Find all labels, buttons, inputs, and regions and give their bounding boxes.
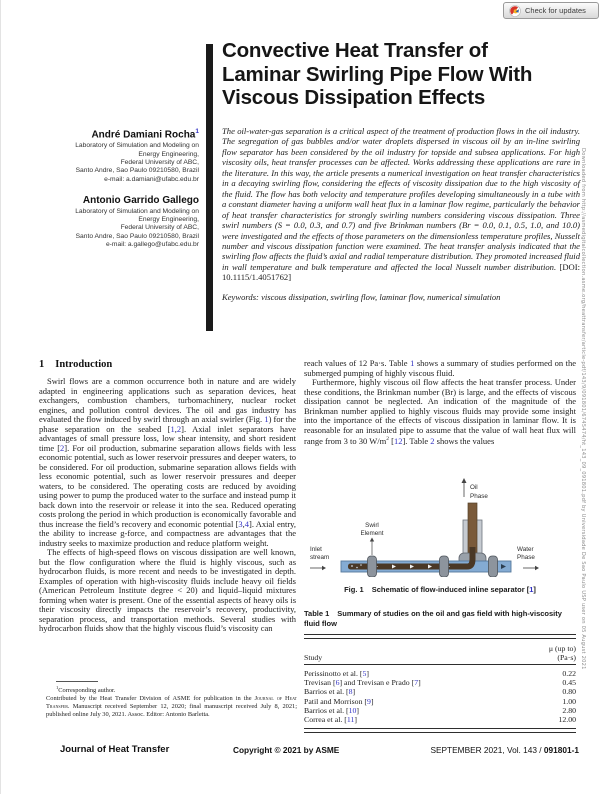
pipe-flange xyxy=(439,555,449,577)
citation-link[interactable]: 3 xyxy=(238,518,243,529)
citation-link[interactable]: 1 xyxy=(529,585,534,594)
table-row: Perissinotto et al. [5] 0.22 xyxy=(304,668,576,678)
abstract-text: The oil-water-gas separation is a critic… xyxy=(222,126,580,283)
footnote-rule xyxy=(56,681,98,682)
citation-link[interactable]: 6 xyxy=(335,678,340,688)
title-line: Convective Heat Transfer of xyxy=(222,39,488,62)
oil-core-stream xyxy=(348,563,470,570)
title-line: Laminar Swirling Pipe Flow With xyxy=(222,62,533,86)
svg-text:Phase: Phase xyxy=(517,554,535,561)
title-accent-bar xyxy=(206,44,213,331)
citation-link[interactable]: 5 xyxy=(362,668,367,678)
svg-text:stream: stream xyxy=(310,554,329,561)
table-row: Patil and Morrison [9] 1.00 xyxy=(304,696,576,706)
citation-link[interactable]: 1 xyxy=(264,414,269,424)
citation-link[interactable]: 2 xyxy=(430,435,435,446)
crossmark-icon xyxy=(509,4,521,17)
author-block: André Damiani Rocha1 Laboratory of Simul… xyxy=(29,126,199,249)
citation-link[interactable]: 1 xyxy=(170,423,175,434)
paragraph: The effects of high-speed flows on visco… xyxy=(39,547,296,633)
svg-text:Phase: Phase xyxy=(470,493,488,500)
author-name: Antonio Garrido Gallego xyxy=(82,194,199,206)
table-bottom-rule xyxy=(304,728,576,733)
paragraph: Swirl flows are a common occurrence both… xyxy=(39,376,297,548)
page-number: 091801-1 xyxy=(543,745,579,755)
author-affiliation: Laboratory of Simulation and Modeling on… xyxy=(29,142,199,183)
journal-name: Journal of Heat Transfer xyxy=(60,744,170,755)
column-header-study: Study xyxy=(304,638,525,665)
author-1: André Damiani Rocha1 Laboratory of Simul… xyxy=(29,126,199,184)
author-2: Antonio Garrido Gallego Laboratory of Si… xyxy=(29,195,199,249)
copyright-notice: Copyright © 2021 by ASME xyxy=(233,745,340,755)
table-row: Trevisan [6] and Trevisan e Prado [7] 0.4… xyxy=(304,678,576,688)
author-affiliation: Laboratory of Simulation and Modeling on… xyxy=(29,208,199,249)
page-footer: Journal of Heat Transfer Copyright © 202… xyxy=(1,744,600,762)
pipe-flange xyxy=(488,555,498,577)
citation-link[interactable]: 4 xyxy=(244,518,250,529)
paper-title: Convective Heat Transfer of Laminar Swir… xyxy=(222,39,584,110)
contribution-note: Contributed by the Heat Transfer Divisio… xyxy=(46,694,297,718)
figure-1-inline-separator-schematic: Oil Phase Swirl Element Inlet strea xyxy=(310,478,539,577)
water-phase-label: Water xyxy=(517,546,534,553)
corresponding-author-note: 1Corresponding author. xyxy=(56,685,116,695)
author-email[interactable]: e-mail: a.damiani@ufabc.edu.br xyxy=(104,175,199,183)
oil-phase-label: Oil xyxy=(470,484,478,491)
author-footnote-ref[interactable]: 1 xyxy=(195,128,199,135)
badge-label: Check for updates xyxy=(525,6,586,15)
swirl-element-flange xyxy=(367,555,377,577)
footnote: 1Corresponding author. Contributed by th… xyxy=(46,681,297,718)
table-row: Barrios et al. [8] 0.80 xyxy=(304,687,576,697)
issue-and-page: SEPTEMBER 2021, Vol. 143 / 091801-1 xyxy=(430,745,579,755)
table-row: Barrios et al. [10] 2.80 xyxy=(304,705,576,715)
table-1: Study μ (up to) (Pa·s) Perissinotto et a… xyxy=(304,634,576,733)
right-column: reach values of 12 Pa·s. Table 1 shows a… xyxy=(304,358,577,446)
section-heading-introduction: 1 Introduction xyxy=(39,359,113,370)
download-watermark: Downloaded from http://asmedigitalcollec… xyxy=(580,148,586,670)
check-for-updates-button[interactable]: Check for updates xyxy=(503,2,599,19)
citation-link[interactable]: 7 xyxy=(414,678,419,688)
citation-link[interactable]: 9 xyxy=(367,696,371,706)
figure-1-caption: Fig. 1 Schematic of flow-induced inline s… xyxy=(344,585,536,594)
column-header-viscosity: μ (up to) (Pa·s) xyxy=(524,638,576,665)
keywords: Keywords: viscous dissipation, swirling … xyxy=(222,291,501,302)
citation-link[interactable]: 10 xyxy=(348,705,357,715)
abstract-block: The oil-water-gas separation is a critic… xyxy=(222,126,580,302)
citation-link[interactable]: 2 xyxy=(60,442,65,453)
table-top-rule xyxy=(304,634,576,639)
table-1-caption: Table 1 Summary of studies on the oil and… xyxy=(304,609,562,628)
table-row: Correa et al. [11] 12.00 xyxy=(304,714,576,724)
author-email[interactable]: e-mail: a.gallego@ufabc.edu.br xyxy=(105,241,199,248)
author-name: André Damiani Rocha1 xyxy=(91,128,199,141)
citation-link[interactable]: 2 xyxy=(176,423,182,434)
citation-link[interactable]: 1 xyxy=(410,358,415,368)
table-header-row: Study μ (up to) (Pa·s) xyxy=(304,638,576,665)
title-line: Viscous Dissipation Effects xyxy=(222,86,486,109)
inlet-stream-label: Inlet xyxy=(310,546,322,553)
paragraph: Furthermore, highly viscous oil flow aff… xyxy=(304,377,576,446)
citation-link[interactable]: 12 xyxy=(393,435,403,446)
citation-link[interactable]: 8 xyxy=(348,687,353,697)
left-column: 1 Introduction Swirl flows are a common o… xyxy=(39,359,296,634)
paragraph: reach values of 12 Pa·s. Table 1 shows a… xyxy=(304,358,577,378)
svg-text:Element: Element xyxy=(360,530,383,537)
citation-link[interactable]: 11 xyxy=(346,714,355,724)
swirl-element-label: Swirl xyxy=(365,522,379,529)
